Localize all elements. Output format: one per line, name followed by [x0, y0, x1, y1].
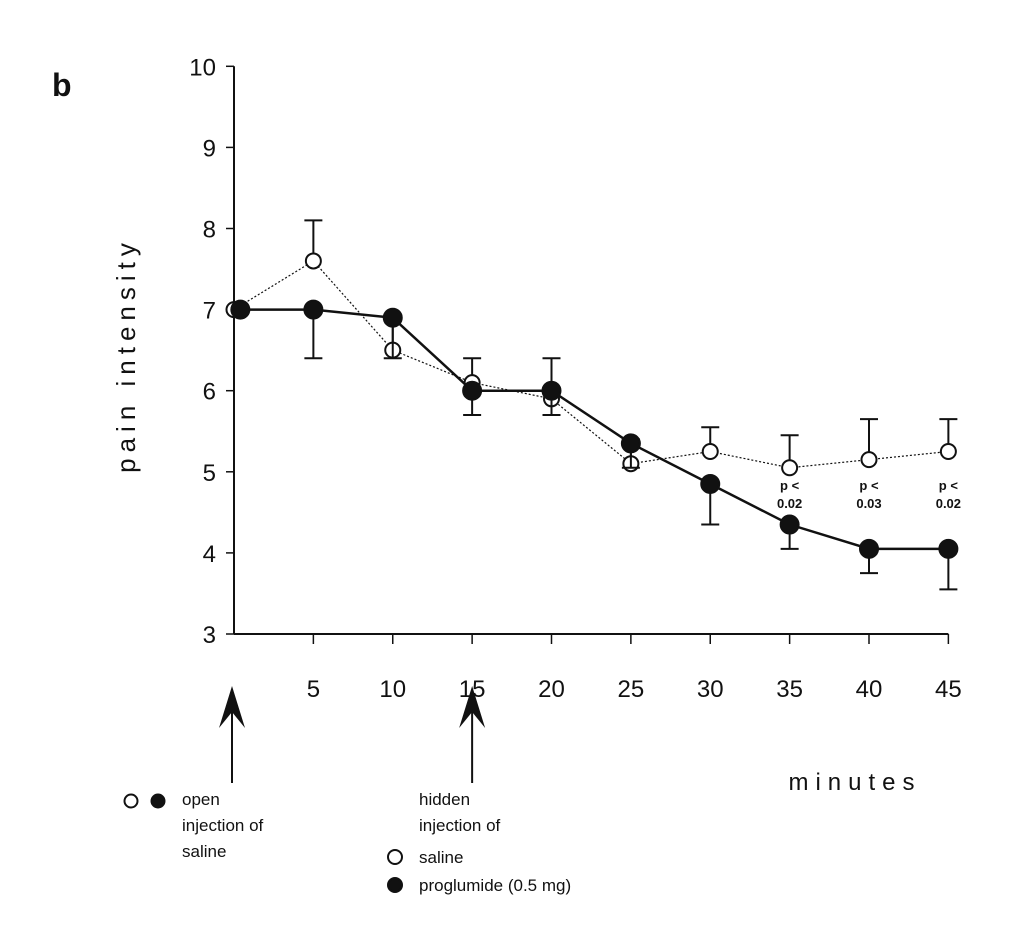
x-tick-label: 45: [935, 676, 962, 703]
data-point-filled: [382, 307, 403, 328]
data-point-open: [781, 459, 799, 477]
data-point-filled: [938, 538, 959, 559]
data-point-open: [701, 443, 719, 461]
x-axis-label: minutes: [788, 769, 921, 796]
event-arrow-head-icon: [459, 686, 486, 728]
significance-value: 0.02: [936, 496, 961, 511]
x-tick-label: 20: [538, 676, 565, 703]
data-point-filled: [541, 380, 562, 401]
data-point-filled: [700, 473, 721, 494]
data-point-open: [860, 451, 878, 469]
series-line: [240, 308, 949, 551]
legend-label: saline: [419, 848, 463, 867]
annotations: p < 0.02 p < 0.03 p < 0.02: [777, 478, 961, 511]
series-proglumide: [230, 299, 959, 591]
x-tick-label: 40: [856, 676, 883, 703]
x-tick-label: 30: [697, 676, 724, 703]
significance-label: p <: [939, 478, 959, 493]
x-tick-label: 35: [776, 676, 803, 703]
data-point-open: [939, 443, 957, 461]
significance-label: p <: [780, 478, 800, 493]
data-point-filled: [779, 514, 800, 535]
y-tick-label: 6: [203, 379, 216, 406]
legend-open-circle-icon: [123, 793, 139, 809]
events: open injection of saline hidden injection of…: [123, 686, 571, 895]
legend-filled-circle-icon: [150, 793, 166, 809]
y-tick-label: 4: [203, 541, 216, 568]
x-tick-label: 25: [618, 676, 645, 703]
event-note: injection of: [419, 816, 501, 835]
series-line: [233, 260, 949, 469]
series-saline: [225, 219, 958, 477]
data-point-filled: [859, 538, 879, 559]
data-point-filled: [462, 380, 483, 401]
legend-filled-circle-icon: [387, 877, 403, 893]
data-point-filled: [620, 433, 641, 454]
y-tick-label: 3: [203, 622, 216, 649]
data-point-filled: [230, 299, 251, 320]
y-axis-label: pain intensity: [111, 237, 141, 473]
x-tick-label: 5: [307, 676, 320, 703]
series-group: [225, 219, 959, 591]
data-point-open: [304, 252, 322, 270]
event-note: injection of: [182, 816, 264, 835]
x-tick-label: 10: [379, 676, 406, 703]
event-arrow-head-icon: [219, 686, 245, 728]
panel-label: b: [52, 67, 72, 103]
legend-label: proglumide (0.5 mg): [419, 876, 571, 895]
y-tick-label: 7: [203, 298, 216, 325]
y-tick-label: 5: [203, 460, 216, 487]
y-tick-label: 9: [203, 135, 216, 162]
significance-value: 0.03: [856, 496, 881, 511]
event-note: saline: [182, 842, 226, 861]
data-point-filled: [303, 299, 324, 320]
axes: 34567891051015202530354045: [189, 54, 961, 703]
significance-label: p <: [859, 478, 879, 493]
legend-open-circle-icon: [387, 849, 403, 865]
y-tick-label: 10: [189, 54, 216, 81]
y-tick-label: 8: [203, 217, 216, 244]
event-note: open: [182, 790, 220, 809]
significance-value: 0.02: [777, 496, 802, 511]
event-note: hidden: [419, 790, 470, 809]
